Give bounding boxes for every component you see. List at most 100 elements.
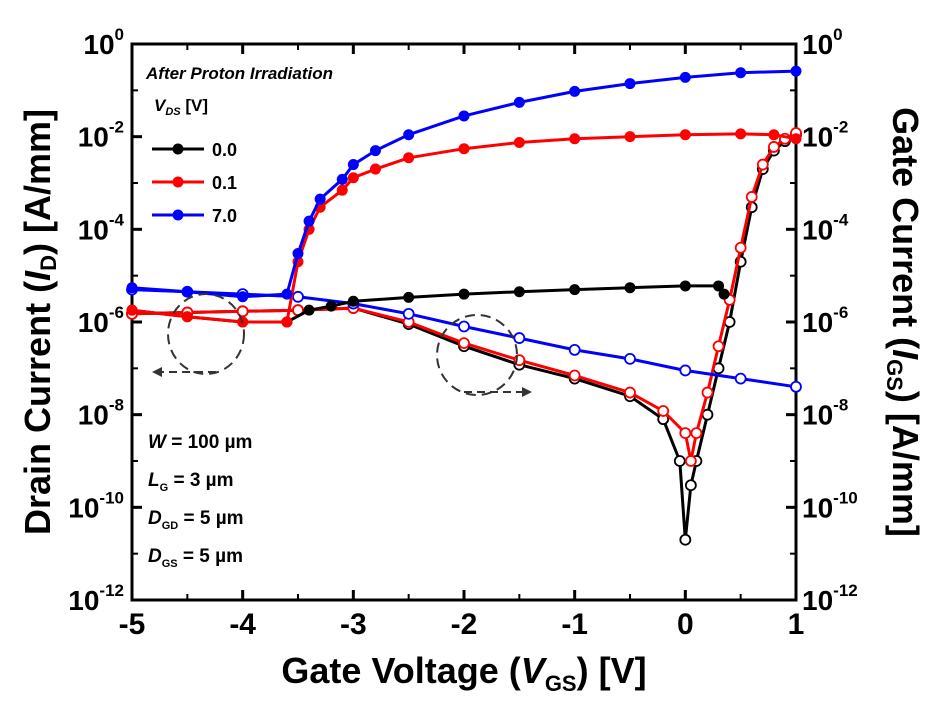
param-var: D [148,546,162,567]
legend-label: 0.0 [212,140,237,160]
data-point [679,129,691,141]
y-tick-label-right: 10-8 [802,396,848,431]
data-point [458,337,470,350]
data-point [701,386,714,399]
y-tick-exp: -12 [833,581,858,600]
arrow-left-head [152,367,162,377]
x-tick-label: 1 [788,608,805,641]
data-point [673,455,686,467]
data-point [712,340,725,353]
data-point [690,427,703,440]
data-point [369,163,381,175]
y-label-right-main: Gate Current ( [885,107,926,349]
y-tick-base: 10 [78,214,109,245]
y-label-left-tail: ) [A/mm] [17,109,58,255]
y-axis-label-right: Gate Current (IGS) [A/mm] [882,107,926,537]
y-tick-label-right: 10-4 [802,210,849,245]
x-label-var: V [521,650,548,691]
data-point [679,280,691,292]
y-tick-base: 10 [78,400,109,431]
data-point [513,286,525,298]
y-tick-base: 10 [78,122,109,153]
annotation-title: After Proton Irradiation [145,64,333,83]
data-point [126,282,138,294]
data-point [402,307,415,320]
data-point [679,71,691,83]
data-point [181,286,193,298]
y-tick-label-left: 10-4 [78,210,125,245]
data-point [292,290,304,303]
data-point [336,173,348,185]
data-point [347,172,359,184]
x-tick-label: -3 [340,608,367,641]
data-point [684,455,697,467]
data-point [513,96,525,108]
y-tick-label-left: 10-12 [68,581,124,616]
param-value: = 5 µm [178,546,243,567]
legend-items: 0.0 0.1 7.0 [152,140,237,226]
data-point [458,288,470,300]
device-param: DGS = 5 µm [148,546,243,570]
data-point [303,215,315,227]
param-var: L [148,470,160,491]
y-tick-base: 10 [802,585,833,616]
y-tick-base: 10 [802,122,833,153]
y-tick-base: 10 [83,29,114,60]
y-label-right-var: I [885,349,926,360]
data-point [684,479,697,492]
data-point [624,386,636,399]
y-tick-base: 10 [68,492,99,523]
y-tick-exp: -8 [833,396,848,415]
data-point [403,129,415,141]
data-point [734,372,747,385]
data-point [569,284,581,296]
y-tick-base: 10 [802,307,833,338]
data-point [568,369,581,382]
param-value: = 100 µm [166,432,252,453]
y-tick-exp: -6 [833,303,848,322]
legend-item: 0.1 [152,173,237,193]
legend-marker [172,176,184,188]
annotation-markers [152,293,532,397]
y-tick-exp: -2 [833,118,848,137]
legend-marker [172,143,184,155]
x-tick-label: -4 [229,608,256,641]
y-tick-exp: -10 [833,488,858,507]
data-point [347,295,359,307]
x-tick-label: -2 [451,608,478,641]
data-point [458,143,470,155]
data-point [236,305,249,318]
data-point [336,184,348,196]
y-tick-label-left: 10-8 [78,396,124,431]
param-sub: G [160,482,169,494]
data-point [767,141,780,153]
data-point [790,133,802,145]
legend: VDS [V] 0.0 0.1 7.0 [152,96,237,226]
legend-header: VDS [V] [154,96,208,118]
data-point [734,241,747,254]
y-tick-base: 10 [68,585,99,616]
data-point [513,136,525,148]
data-point [347,159,359,171]
device-param: W = 100 µm [148,432,252,453]
legend-header-sub: DS [165,106,181,118]
data-point [569,133,581,145]
x-axis-label: Gate Voltage (VGS) [V] [281,650,646,696]
data-point [718,288,730,300]
data-point [403,152,415,164]
y-label-left-main: Drain Current ( [17,281,58,535]
data-point [181,311,193,323]
y-tick-exp: -4 [109,210,125,229]
x-label-sub: GS [545,671,577,696]
series-layer [126,65,802,546]
y-tick-label-left: 10-10 [68,488,124,523]
data-point [314,193,326,205]
data-point [126,304,138,316]
data-point [237,291,249,303]
legend-item: 7.0 [152,206,237,226]
data-point [657,405,670,417]
param-var: D [148,508,162,529]
x-label-tail: ) [V] [577,650,647,691]
